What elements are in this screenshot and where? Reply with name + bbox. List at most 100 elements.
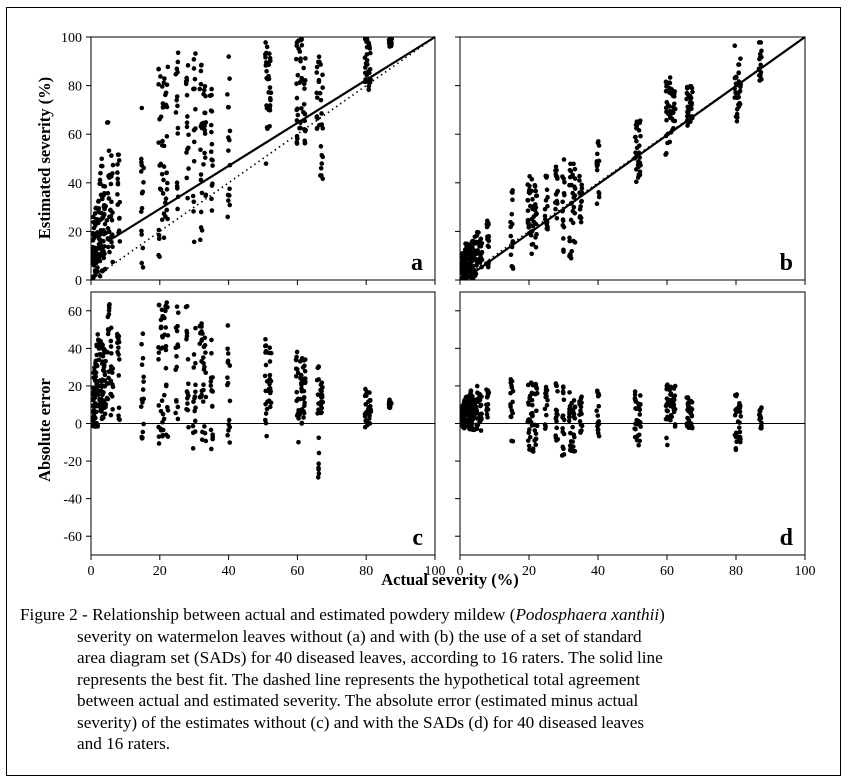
- data-point: [140, 331, 146, 336]
- data-point: [115, 170, 120, 175]
- data-point: [302, 128, 308, 134]
- data-point: [732, 43, 738, 49]
- data-point: [632, 426, 637, 431]
- data-point: [510, 197, 515, 203]
- data-point: [315, 365, 321, 371]
- data-point: [567, 414, 572, 420]
- data-point: [567, 390, 572, 395]
- data-point: [561, 176, 566, 181]
- data-point: [138, 209, 144, 214]
- data-point: [175, 416, 181, 422]
- data-point: [302, 111, 308, 117]
- data-point: [116, 373, 122, 378]
- data-point: [109, 199, 114, 205]
- data-point: [202, 155, 208, 160]
- data-point: [302, 400, 307, 406]
- data-point: [159, 171, 165, 177]
- data-point: [267, 345, 273, 351]
- data-point: [301, 388, 307, 394]
- data-point: [186, 166, 191, 171]
- data-point: [209, 196, 214, 202]
- data-point: [139, 156, 144, 162]
- data-point: [175, 310, 181, 316]
- data-point: [263, 161, 269, 166]
- data-point: [225, 432, 230, 438]
- caption-line: severity on watermelon leaves without (a…: [77, 626, 642, 646]
- data-point: [174, 180, 180, 186]
- data-point: [108, 181, 114, 187]
- data-point: [163, 102, 169, 108]
- data-point: [159, 307, 165, 313]
- data-point: [191, 365, 197, 370]
- data-point: [595, 427, 601, 432]
- data-point: [110, 244, 115, 250]
- data-point: [263, 411, 269, 416]
- data-point: [635, 159, 641, 164]
- data-point: [578, 396, 584, 401]
- data-point: [191, 199, 197, 205]
- data-point: [207, 93, 213, 98]
- data-point: [263, 362, 269, 368]
- data-point: [319, 122, 325, 127]
- data-point: [164, 82, 170, 88]
- data-point: [226, 54, 232, 59]
- data-point: [165, 333, 171, 338]
- data-point: [101, 238, 106, 244]
- data-point: [93, 370, 99, 376]
- data-point: [175, 131, 181, 136]
- data-point: [485, 415, 490, 420]
- data-point: [479, 394, 484, 399]
- data-point: [756, 73, 762, 78]
- data-point: [99, 156, 105, 162]
- data-point: [577, 419, 583, 424]
- data-point: [96, 198, 101, 204]
- x-tick-label: 0: [88, 564, 95, 579]
- data-point: [160, 427, 166, 433]
- data-point: [478, 428, 484, 433]
- data-point: [156, 82, 161, 87]
- data-point: [672, 118, 678, 124]
- data-point: [560, 390, 566, 396]
- data-point: [508, 414, 514, 420]
- data-point: [632, 134, 638, 140]
- data-point: [366, 404, 372, 410]
- data-point: [594, 167, 600, 173]
- data-point: [478, 242, 484, 247]
- data-point: [201, 162, 206, 167]
- data-point: [572, 434, 577, 440]
- data-point: [210, 434, 216, 440]
- data-point: [193, 360, 198, 366]
- data-point: [577, 178, 582, 183]
- data-point: [163, 383, 169, 389]
- data-point: [525, 438, 531, 443]
- x-tick-label: 40: [591, 564, 605, 579]
- data-point: [158, 324, 164, 330]
- data-point: [184, 175, 190, 181]
- fit-line: [462, 36, 806, 281]
- data-point: [366, 87, 372, 93]
- data-point: [667, 104, 672, 109]
- data-point: [139, 232, 144, 237]
- data-point: [638, 424, 643, 429]
- data-point: [209, 351, 214, 356]
- data-point: [101, 415, 106, 420]
- data-point: [161, 392, 167, 398]
- data-point: [163, 196, 169, 202]
- data-point: [561, 431, 567, 437]
- data-point: [668, 391, 674, 396]
- data-point: [302, 363, 307, 369]
- data-point: [108, 364, 114, 369]
- data-point: [160, 191, 166, 196]
- data-point: [160, 84, 165, 89]
- y-tick-label: -40: [63, 493, 82, 508]
- data-point: [320, 385, 325, 390]
- data-point: [184, 337, 189, 342]
- data-point: [173, 410, 178, 416]
- data-point: [560, 426, 565, 431]
- fit-line: [107, 36, 436, 243]
- data-point: [116, 352, 121, 357]
- data-point: [687, 420, 693, 426]
- data-point: [570, 444, 576, 449]
- data-point: [108, 391, 113, 397]
- figure-panels: 0 20 40 60 80 100 a b 60 40 20 0 -20 -40 -60 0 20 40 60 8…: [35, 31, 816, 589]
